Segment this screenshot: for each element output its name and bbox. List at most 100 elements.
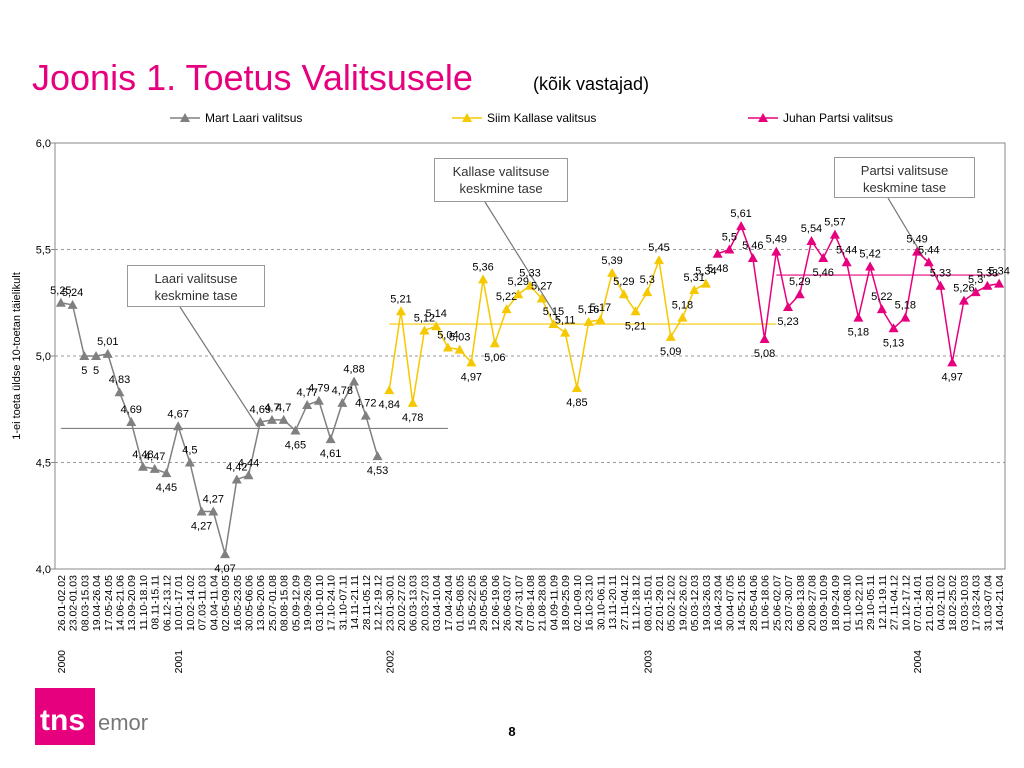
marker: [266, 414, 277, 424]
marker: [466, 357, 477, 367]
marker: [583, 316, 594, 326]
marker: [102, 348, 113, 358]
data-label: 4,42: [226, 462, 247, 474]
x-tick-label: 10.12-17.12: [900, 575, 912, 631]
x-tick-label: 14.11-21.11: [349, 575, 361, 630]
x-tick-label: 07.01-14.01: [912, 575, 924, 631]
x-tick-label: 26.01-02.02: [56, 575, 68, 631]
legend-marker: [462, 113, 472, 122]
x-tick-label: 06.08-13.08: [795, 575, 807, 631]
marker: [771, 246, 782, 256]
x-tick-label: 30.05-06.06: [244, 575, 256, 631]
year-label: 2001: [173, 650, 185, 674]
marker: [208, 506, 219, 516]
marker: [55, 297, 66, 307]
x-tick-label: 17.05-24.05: [103, 575, 115, 631]
marker: [501, 304, 512, 314]
x-tick-label: 03.09-10.09: [818, 575, 830, 631]
x-tick-label: 06.03-13.03: [408, 575, 420, 631]
x-tick-label: 03.04-10.04: [431, 575, 443, 631]
data-label: 4,85: [566, 397, 587, 409]
data-label: 4,97: [461, 371, 482, 383]
x-tick-label: 04.09-11.09: [548, 575, 560, 630]
marker: [184, 457, 195, 467]
data-label: 5,18: [672, 300, 693, 312]
x-tick-label: 16.10-23.10: [584, 575, 596, 631]
x-tick-label: 21.01-28.01: [924, 575, 936, 631]
data-label: 5,12: [414, 312, 435, 324]
marker: [395, 306, 406, 316]
data-label: 4,84: [379, 399, 400, 411]
x-tick-label: 18.09-25.09: [560, 575, 572, 631]
x-tick-label: 16.04-23.04: [713, 575, 725, 631]
data-label: 5,45: [648, 242, 669, 254]
marker: [349, 376, 360, 386]
x-tick-label: 19.02-26.02: [677, 575, 689, 631]
marker: [630, 306, 641, 316]
series-line: [388, 259, 707, 403]
x-tick-label: 26.06-03.07: [502, 575, 514, 631]
marker: [876, 304, 887, 314]
x-tick-label: 12.06-19.06: [490, 575, 502, 631]
data-label: 5,31: [683, 272, 704, 284]
marker: [384, 385, 395, 395]
data-label: 5,21: [625, 320, 646, 332]
data-label: 4,61: [320, 448, 341, 460]
marker: [161, 468, 172, 478]
data-label: 5: [81, 365, 87, 377]
marker: [747, 253, 758, 263]
x-tick-label: 08.11-15.11: [150, 575, 162, 630]
x-tick-label: 14.05-21.05: [736, 575, 748, 631]
marker: [126, 417, 137, 427]
x-tick-label: 20.03-27.03: [419, 575, 431, 631]
x-tick-label: 01.05-08.05: [455, 575, 467, 631]
arrow: [484, 201, 561, 323]
annotation: Laari valitsuse keskmine tase: [127, 265, 265, 307]
x-tick-label: 16.05-23.05: [232, 575, 244, 631]
data-label: 5,22: [871, 291, 892, 303]
data-label: 4,45: [156, 482, 177, 494]
x-tick-label: 23.02-01.03: [68, 575, 80, 631]
data-label: 5,03: [449, 332, 470, 344]
data-label: 5,49: [766, 234, 787, 246]
data-label: 5,54: [801, 223, 822, 235]
marker: [431, 321, 442, 331]
data-label: 5,29: [508, 276, 529, 288]
data-label: 4,48: [132, 449, 153, 461]
x-tick-label: 28.05-04.06: [748, 575, 760, 631]
x-tick-label: 02.05-09.05: [220, 575, 232, 631]
data-label: 4,27: [191, 520, 212, 532]
marker: [278, 414, 289, 424]
marker: [560, 327, 571, 337]
data-label: 4,07: [214, 563, 235, 575]
data-label: 4,7: [276, 402, 291, 414]
marker: [794, 289, 805, 299]
marker: [841, 257, 852, 267]
x-tick-label: 04.04-11.04: [208, 575, 220, 630]
data-label: 5,13: [883, 337, 904, 349]
x-tick-label: 05.03-12.03: [689, 575, 701, 631]
data-label: 4,78: [332, 385, 353, 397]
marker: [665, 331, 676, 341]
x-tick-label: 04.02-11.02: [935, 575, 947, 630]
year-label: 2002: [384, 650, 396, 674]
x-tick-label: 12.11-19.11: [877, 575, 889, 630]
x-tick-label: 08.08-15.08: [279, 575, 291, 631]
arrow: [179, 306, 259, 428]
data-label: 5,11: [555, 315, 576, 327]
x-tick-label: 18.02-25.02: [947, 575, 959, 631]
data-label: 5,34: [695, 266, 716, 278]
marker: [220, 549, 231, 559]
marker: [137, 461, 148, 471]
data-label: 5,27: [531, 280, 552, 292]
data-label: 4,65: [285, 440, 306, 452]
marker: [829, 229, 840, 239]
data-label: 5,49: [906, 234, 927, 246]
data-label: 5,06: [484, 352, 505, 364]
x-tick-label: 10.02-14.02: [185, 575, 197, 631]
legend-label: Juhan Partsi valitsus: [783, 111, 893, 125]
marker: [454, 344, 465, 354]
marker: [736, 221, 747, 231]
